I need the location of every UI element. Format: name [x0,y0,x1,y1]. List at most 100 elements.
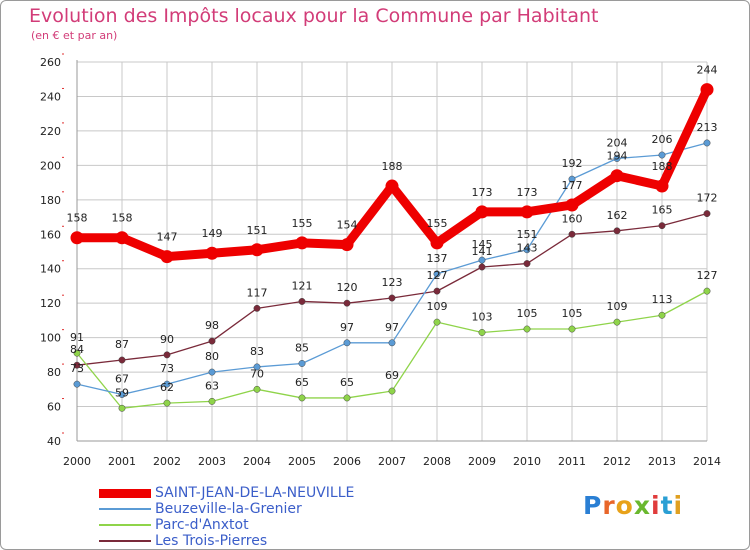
data-label: 98 [205,319,219,332]
x-tick-label: 2014 [693,455,721,468]
logo-letter: r [602,491,616,520]
x-tick-label: 2009 [468,455,496,468]
series-point-1 [568,175,576,183]
series-point-0 [160,250,174,264]
data-label: 244 [697,64,718,77]
data-label: 143 [517,242,538,255]
data-label: 165 [652,204,673,217]
series-point-3 [658,222,666,230]
y-tick-label: 60 [47,401,61,414]
series-point-0 [430,236,444,250]
data-label: 172 [697,192,718,205]
series-point-0 [700,83,714,97]
data-label: 188 [652,160,673,173]
data-label: 192 [562,157,583,170]
series-point-3 [208,337,216,345]
series-point-1 [388,339,396,347]
data-label: 83 [250,345,264,358]
series-point-1 [478,256,486,264]
x-tick-label: 2002 [153,455,181,468]
series-point-1 [613,155,621,162]
x-tick-label: 2003 [198,455,226,468]
x-tick-label: 2013 [648,455,676,468]
data-label: 173 [472,186,493,199]
series-point-2 [343,394,351,402]
legend-swatch [99,524,151,526]
data-label: 141 [472,245,493,258]
series-point-2 [568,325,576,333]
series-point-1 [343,339,351,347]
series-point-1 [253,363,261,371]
series-point-3 [703,210,711,218]
series-point-0 [70,231,84,245]
x-tick-label: 2001 [108,455,136,468]
x-tick-label: 2010 [513,455,541,468]
data-label: 149 [202,227,223,240]
data-label: 177 [562,179,583,192]
y-tick-label: 160 [40,228,61,241]
series-point-3 [478,263,486,271]
series-point-3 [433,287,441,295]
series-point-2 [523,325,531,333]
data-label: 188 [382,160,403,173]
series-point-3 [388,294,396,302]
series-point-1 [523,246,531,254]
series-point-0 [610,169,624,183]
logo-letter: x [633,491,651,520]
y-tick-label: 220 [40,125,61,138]
data-label: 109 [427,300,448,313]
data-label: 69 [385,369,399,382]
data-label: 97 [385,321,399,334]
data-label: 173 [517,186,538,199]
series-point-1 [298,360,306,367]
x-tick-label: 2012 [603,455,631,468]
series-point-1 [163,380,171,388]
data-label: 158 [112,212,133,225]
data-label: 80 [205,350,219,363]
data-label: 154 [337,219,358,232]
logo-letter: i [673,491,684,520]
data-label: 162 [607,209,628,222]
x-tick-label: 2007 [378,455,406,468]
data-label: 204 [607,136,628,149]
y-tick-label: 100 [40,332,61,345]
series-point-0 [205,246,219,260]
series-point-2 [298,394,306,402]
series-point-0 [340,238,354,252]
x-tick-label: 2011 [558,455,586,468]
series-point-3 [118,356,126,364]
x-tick-label: 2005 [288,455,316,468]
data-label: 105 [562,307,583,320]
data-label: 70 [250,367,264,380]
series-point-3 [73,361,81,369]
x-tick-label: 2008 [423,455,451,468]
y-tick-label: 240 [40,90,61,103]
data-label: 158 [67,212,88,225]
data-label: 120 [337,281,358,294]
series-point-0 [250,243,264,257]
data-label: 62 [160,381,174,394]
data-label: 151 [247,224,268,237]
series-point-2 [208,397,216,405]
data-label: 213 [697,121,718,134]
legend-label: Parc-d'Anxtot [155,517,249,533]
data-label: 206 [652,133,673,146]
series-point-0 [385,179,399,193]
data-label: 194 [607,150,628,163]
data-label: 121 [292,279,313,292]
logo-letter: o [615,491,634,520]
series-lines [70,83,714,412]
series-point-2 [703,287,711,295]
data-label: 84 [70,343,84,356]
chart-subtitle: (en € et par an) [31,29,118,42]
data-label: 137 [427,252,448,265]
logo-letter: t [660,491,674,520]
legend-swatch [99,508,151,510]
data-label: 123 [382,276,403,289]
series-point-2 [73,349,81,357]
series-point-3 [523,260,531,268]
series-point-0 [295,236,309,250]
series-point-2 [658,311,666,319]
